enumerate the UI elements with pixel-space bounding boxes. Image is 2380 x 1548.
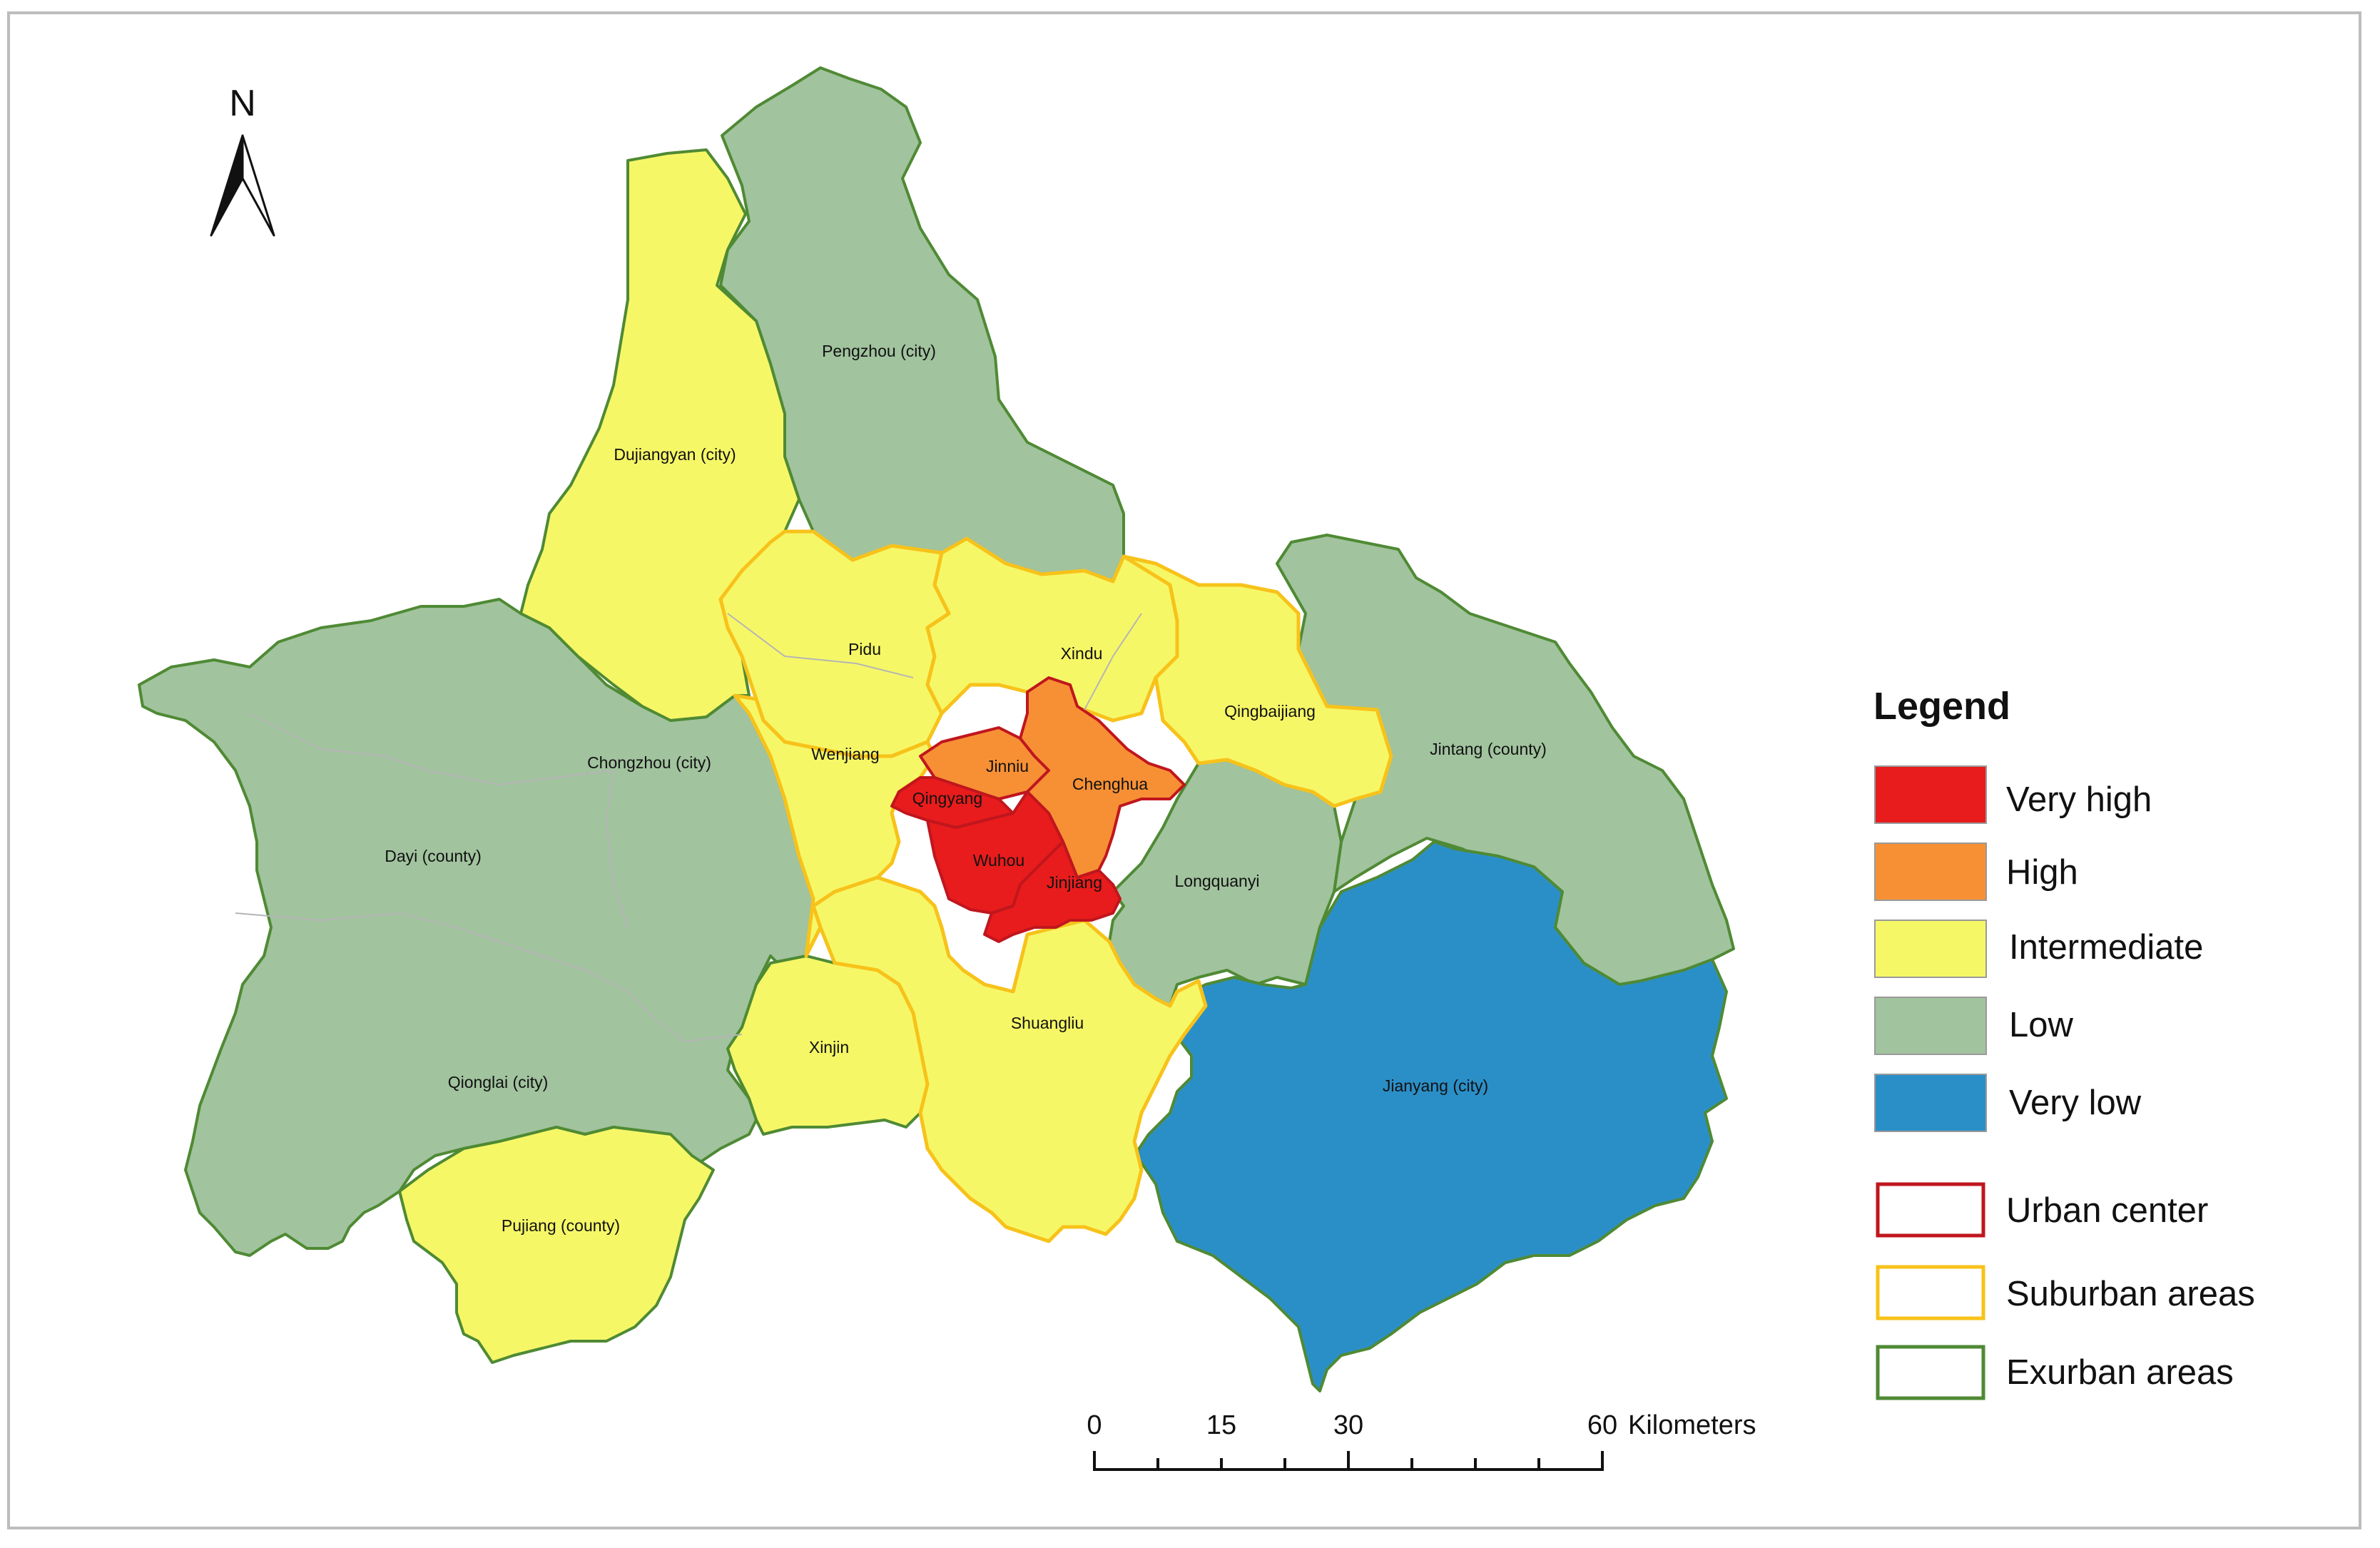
suburban-districts [718,529,1393,1243]
legend-swatch-exurban [1876,1345,1985,1400]
label-pujiang: Pujiang (county) [502,1216,620,1235]
legend-swatch-suburban [1876,1265,1985,1320]
exurban-districts [138,66,1735,1392]
scale-bar: 0 15 30 60 Kilometers [1087,1410,1756,1471]
scale-tick-30: 30 [1333,1410,1363,1440]
north-arrow: N [210,83,275,237]
legend-swatch-urban-center [1876,1182,1985,1238]
legend-label-high: High [2006,853,2078,892]
legend-label-suburban: Suburban areas [2006,1275,2255,1313]
legend-swatch-very-high [1874,765,1987,824]
legend-label-intermediate: Intermediate [2009,928,2203,967]
north-arrow-icon [210,134,244,237]
scale-tick-60: 60 [1587,1410,1617,1440]
district-jinjiang[interactable] [983,840,1122,943]
label-jintang: Jintang (county) [1430,740,1547,758]
legend-label-very-high: Very high [2006,780,2152,819]
label-jianyang: Jianyang (city) [1383,1076,1488,1095]
legend-label-very-low: Very low [2009,1084,2142,1122]
scale-unit: Kilometers [1628,1410,1756,1440]
internal-boundaries [235,613,1142,1043]
scale-tick-0: 0 [1087,1410,1102,1440]
district-labels: Pengzhou (city) Dujiangyan (city) Pidu X… [385,342,1547,1235]
label-longquanyi: Longquanyi [1175,872,1260,890]
label-pidu: Pidu [848,640,881,658]
label-chenghua: Chenghua [1072,775,1148,793]
label-dujiangyan: Dujiangyan (city) [614,445,736,464]
legend-title: Legend [1873,685,2010,728]
high-districts [919,676,1186,879]
legend-label-low: Low [2009,1006,2074,1044]
label-wenjiang: Wenjiang [811,745,879,763]
district-chenghua[interactable] [1019,676,1186,879]
scale-tick-15: 15 [1206,1410,1236,1440]
legend-label-urban-center: Urban center [2006,1191,2208,1230]
legend: Legend Very high High Intermediate Low V… [1873,685,2255,1400]
label-chongzhou: Chongzhou (city) [587,753,711,772]
district-qingbaijiang[interactable] [1122,554,1393,808]
label-qionglai: Qionglai (city) [448,1073,549,1091]
label-qingbaijiang: Qingbaijiang [1224,702,1316,720]
district-pujiang[interactable] [398,1126,715,1364]
veryhigh-districts [890,776,1122,943]
label-dayi: Dayi (county) [385,847,481,865]
legend-swatch-intermediate [1874,920,1987,978]
label-xinjin: Xinjin [809,1038,849,1056]
district-dujiangyan[interactable] [519,148,800,722]
legend-swatch-very-low [1874,1074,1987,1132]
district-wenjiang[interactable] [733,693,937,958]
legend-swatch-low [1874,997,1987,1055]
intermediate-outer [398,148,929,1364]
north-label: N [229,83,256,124]
label-qingyang: Qingyang [912,789,982,808]
label-wuhou: Wuhou [973,851,1024,870]
label-shuangliu: Shuangliu [1011,1014,1084,1032]
district-shuangliu[interactable] [811,875,1208,1243]
label-jinjiang: Jinjiang [1047,873,1102,892]
district-jianyang[interactable] [1133,840,1728,1392]
legend-label-exurban: Exurban areas [2006,1353,2234,1392]
label-xindu: Xindu [1061,644,1103,663]
label-pengzhou: Pengzhou (city) [822,342,936,360]
district-xindu[interactable] [925,536,1179,723]
map-frame [7,11,2361,1529]
legend-swatch-high [1874,842,1987,901]
label-jinniu: Jinniu [986,757,1029,775]
